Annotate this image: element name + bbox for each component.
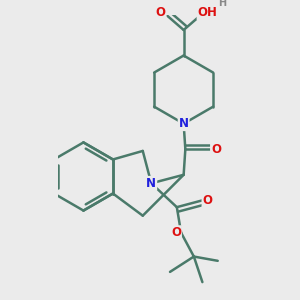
Text: O: O <box>156 7 166 20</box>
Text: O: O <box>202 194 212 207</box>
Text: N: N <box>178 117 189 130</box>
Text: O: O <box>171 226 181 239</box>
Text: O: O <box>211 143 221 156</box>
Text: OH: OH <box>198 7 218 20</box>
Text: H: H <box>218 0 226 8</box>
Text: N: N <box>146 177 156 190</box>
